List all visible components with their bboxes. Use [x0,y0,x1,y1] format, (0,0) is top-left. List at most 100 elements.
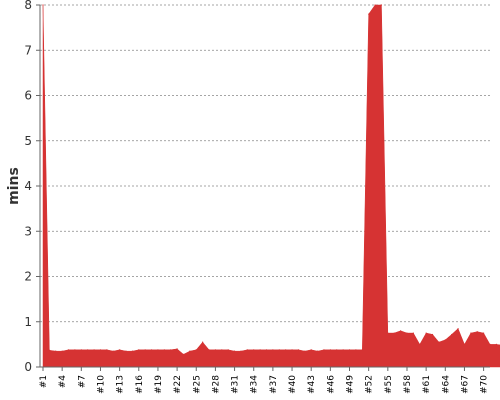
data-point [368,13,370,15]
data-point [336,349,338,351]
y-tick-label: 5 [24,134,32,148]
y-axis-label: mins [6,167,22,205]
data-point [425,332,427,334]
y-tick-label: 7 [24,43,32,57]
data-point [355,349,357,351]
x-tick-label: #16 [135,375,145,394]
y-tick-label: 8 [24,0,32,12]
series-area [42,4,500,368]
data-point [150,349,153,351]
data-point [310,349,312,351]
data-point [348,349,351,351]
x-tick-label: #58 [403,375,413,394]
data-point [412,332,414,334]
x-tick-label: #34 [250,375,260,394]
x-tick-label: #55 [384,375,394,394]
data-point [483,332,485,334]
y-tick-label: 4 [24,179,32,193]
x-tick-label: #28 [211,375,221,394]
data-point [278,349,280,351]
data-point [182,353,185,355]
y-tick-label: 6 [24,89,32,103]
data-point [387,332,389,334]
x-tick-label: #13 [116,375,126,394]
x-tick-label: #22 [173,375,183,394]
y-tick-label: 2 [24,270,32,284]
data-point [221,349,223,351]
x-tick-label: #64 [441,375,451,394]
data-point [125,350,127,352]
data-point [316,350,319,352]
x-tick-label: #31 [231,375,241,394]
data-point [42,4,44,6]
data-point [99,349,102,351]
data-point [93,349,95,351]
data-point [297,349,300,351]
data-point [74,349,76,351]
data-point [304,350,306,352]
data-point [163,349,165,351]
data-point [170,349,172,351]
x-tick-label: #10 [96,375,106,394]
x-tick-label: #19 [154,375,164,394]
x-tick-label: #49 [346,375,356,394]
data-point [138,349,140,351]
data-point [259,349,261,351]
data-point [202,341,204,343]
data-point [253,349,255,351]
data-point [463,343,466,345]
data-point [374,4,376,6]
x-tick-label: #61 [422,375,432,394]
data-point [342,349,344,351]
x-tick-label: #37 [269,375,279,394]
x-tick-labels: #1 #4 #7 #10 #13 #16 #19 #22 #25 #28 #31 #34 #37 #40 #… [39,367,490,394]
data-point [457,327,459,330]
data-point [131,350,133,352]
y-tick-label: 3 [24,224,32,238]
data-point [285,349,287,351]
data-point [80,349,82,351]
data-point [444,339,446,341]
y-tick-label: 1 [24,315,32,329]
data-point [265,349,268,351]
data-point [106,349,108,351]
x-tick-label: #1 [39,375,49,388]
gridlines [40,4,490,323]
data-point [470,332,472,334]
y-tick-labels: 0 1 2 3 4 5 6 7 8 [24,0,40,374]
data-point [233,350,236,352]
data-point [406,332,408,334]
data-point [119,349,121,351]
data-point [112,350,114,352]
data-point [476,331,478,333]
data-point [55,350,57,352]
data-point [87,349,89,351]
data-point [48,349,50,351]
x-tick-label: #7 [77,375,87,388]
data-point [451,333,453,336]
y-tick-label: 0 [24,360,32,374]
data-point [144,349,146,351]
data-point [380,4,383,6]
x-tick-label: #70 [480,375,490,394]
data-point [240,350,242,352]
data-point [246,349,248,351]
data-point [176,348,178,350]
data-point [329,349,331,351]
data-point [272,349,274,351]
data-point [195,349,197,351]
data-point [67,349,70,351]
x-tick-label: #43 [307,375,317,394]
data-point [489,343,491,345]
data-point [393,332,395,334]
data-point [291,349,293,351]
data-point [361,349,363,351]
x-tick-label: #67 [460,375,470,394]
data-point [214,349,217,351]
data-point [227,349,229,351]
x-tick-label: #52 [365,375,375,394]
data-point [400,330,402,332]
data-point [208,349,210,351]
